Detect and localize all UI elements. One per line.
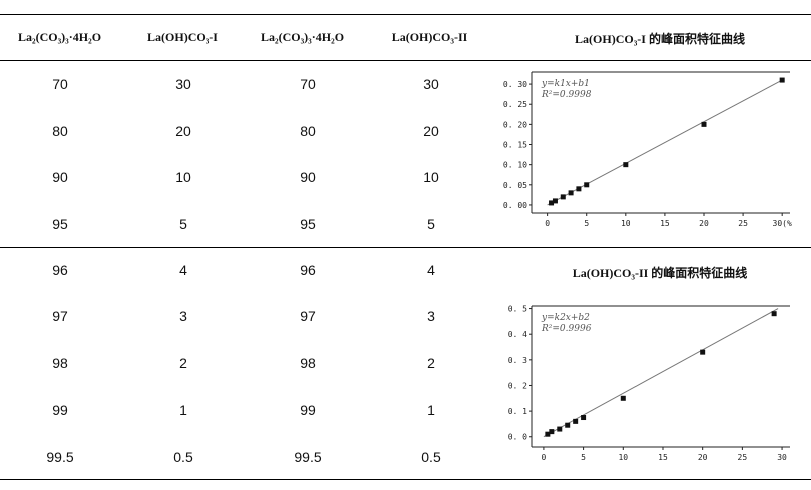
y-tick-label: 0. 1 — [508, 407, 527, 416]
cell-r4-c1: 95 — [52, 216, 68, 232]
cell-r7-c4: 2 — [427, 355, 435, 371]
chart-1: 0. 00 0. 05 0. 10 0. 15 0. 20 0. 25 0. 30 0 5 10 1… — [503, 71, 792, 228]
data-point — [584, 182, 590, 188]
x-tick-label: 20 — [698, 453, 708, 462]
x-tick-label: 10 — [621, 219, 631, 228]
data-point — [568, 190, 574, 196]
data-point — [549, 429, 555, 435]
data-point — [581, 415, 587, 421]
data-point — [560, 194, 566, 200]
y-tick-label: 0. 3 — [508, 356, 527, 365]
r-squared: R²=0.9996 — [541, 324, 592, 334]
cell-r1-c1: 70 — [52, 76, 68, 92]
cell-r9-c4: 0.5 — [421, 449, 441, 465]
cell-r7-c2: 2 — [179, 355, 187, 371]
cell-r3-c1: 90 — [52, 169, 68, 185]
data-point — [576, 186, 582, 192]
r-squared: R²=0.9998 — [541, 90, 592, 100]
x-tick-label: 0 — [541, 453, 546, 462]
cell-r2-c1: 80 — [52, 123, 68, 139]
x-tick-label: 25 — [738, 219, 748, 228]
cell-r3-c4: 10 — [423, 169, 439, 185]
data-point — [573, 418, 579, 424]
middle-rule — [0, 247, 811, 248]
data-point — [779, 77, 785, 83]
x-tick-label: 25 — [738, 453, 748, 462]
cell-r7-c3: 98 — [300, 355, 316, 371]
y-tick-label: 0. 25 — [503, 100, 527, 109]
cell-r1-c3: 70 — [300, 76, 316, 92]
y-tick-label: 0. 0 — [508, 433, 527, 442]
cell-r5-c3: 96 — [300, 262, 316, 278]
y-tick-label: 0. 05 — [503, 181, 527, 190]
data-point — [545, 431, 551, 437]
cell-r3-c2: 10 — [175, 169, 191, 185]
chart-2-title: La(OH)CO₃-II 的峰面积特征曲线 — [572, 266, 748, 280]
fit-equation: y=k2x+b2 — [541, 313, 590, 323]
header-col-4: La(OH)CO₃-II — [391, 30, 468, 44]
data-point — [620, 395, 626, 401]
data-point — [565, 422, 571, 428]
cell-r8-c3: 99 — [300, 402, 316, 418]
data-point — [771, 311, 777, 317]
y-tick-label: 0. 2 — [508, 381, 527, 390]
cell-r9-c2: 0.5 — [173, 449, 193, 465]
data-point — [623, 162, 629, 168]
header-rule — [0, 60, 811, 61]
y-tick-label: 0. 30 — [503, 80, 527, 89]
x-tick-label: 15 — [660, 219, 670, 228]
cell-r9-c1: 99.5 — [46, 449, 74, 465]
cell-r1-c4: 30 — [423, 76, 439, 92]
y-tick-label: 0. 5 — [508, 305, 527, 314]
y-tick-label: 0. 15 — [503, 141, 527, 150]
y-tick-label: 0. 4 — [508, 330, 527, 339]
header-col-1: La₂(CO₃)₃·4H₂O — [17, 30, 102, 44]
cell-r6-c1: 97 — [52, 308, 68, 324]
data-point — [701, 121, 707, 127]
cell-r1-c2: 30 — [175, 76, 191, 92]
cell-r8-c1: 99 — [52, 402, 68, 418]
cell-r6-c4: 3 — [427, 308, 435, 324]
cell-r6-c2: 3 — [179, 308, 187, 324]
chart-1-title: La(OH)CO₃-I 的峰面积特征曲线 — [575, 32, 745, 46]
cell-r4-c2: 5 — [179, 216, 187, 232]
x-tick-label: 30(% — [773, 219, 792, 228]
header-col-3: La₂(CO₃)₃·4H₂O — [260, 30, 345, 44]
x-tick-label: 30 — [777, 453, 787, 462]
fit-equation: y=k1x+b1 — [541, 79, 590, 89]
cell-r6-c3: 97 — [300, 308, 316, 324]
x-tick-label: 20 — [699, 219, 709, 228]
cell-r8-c4: 1 — [427, 402, 435, 418]
y-tick-label: 0. 00 — [503, 201, 527, 210]
x-tick-label: 10 — [618, 453, 628, 462]
cell-r5-c4: 4 — [427, 262, 435, 278]
bottom-rule — [0, 479, 811, 480]
cell-r4-c4: 5 — [427, 216, 435, 232]
y-tick-label: 0. 10 — [503, 161, 527, 170]
cell-r3-c3: 90 — [300, 169, 316, 185]
cell-r9-c3: 99.5 — [294, 449, 322, 465]
cell-r5-c1: 96 — [52, 262, 68, 278]
x-tick-label: 5 — [584, 219, 589, 228]
data-point — [549, 200, 555, 206]
data-point — [552, 198, 558, 204]
data-point — [557, 426, 563, 432]
cell-r2-c3: 80 — [300, 123, 316, 139]
x-tick-label: 15 — [658, 453, 668, 462]
cell-r5-c2: 4 — [179, 262, 187, 278]
cell-r4-c3: 95 — [300, 216, 316, 232]
cell-r2-c4: 20 — [423, 123, 439, 139]
cell-r7-c1: 98 — [52, 355, 68, 371]
data-point — [700, 349, 706, 355]
x-tick-label: 5 — [581, 453, 586, 462]
top-rule — [0, 14, 811, 15]
y-tick-label: 0. 20 — [503, 120, 527, 129]
chart-2: 0. 0 0. 1 0. 2 0. 3 0. 4 0. 5 0 5 10 15 20 25 30 y=k2… — [508, 305, 790, 462]
x-tick-label: 0 — [545, 219, 550, 228]
header-col-2: La(OH)CO₃-I — [147, 30, 218, 44]
cell-r8-c2: 1 — [179, 402, 187, 418]
cell-r2-c2: 20 — [175, 123, 191, 139]
